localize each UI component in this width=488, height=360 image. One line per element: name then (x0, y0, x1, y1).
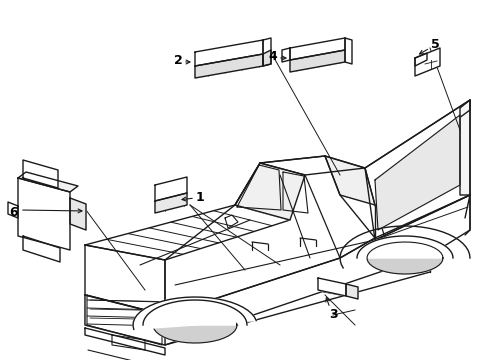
Polygon shape (18, 178, 70, 250)
Polygon shape (325, 156, 374, 205)
Polygon shape (459, 100, 469, 195)
Text: 2: 2 (173, 54, 182, 67)
Polygon shape (8, 202, 18, 218)
Text: 6: 6 (10, 206, 18, 219)
Polygon shape (133, 297, 256, 329)
Polygon shape (195, 40, 263, 66)
Polygon shape (289, 50, 345, 72)
Polygon shape (282, 48, 289, 62)
Polygon shape (195, 54, 263, 78)
Polygon shape (70, 198, 86, 230)
Text: 5: 5 (430, 37, 439, 50)
Polygon shape (23, 236, 60, 262)
Polygon shape (414, 53, 426, 66)
Polygon shape (224, 215, 238, 228)
Polygon shape (345, 38, 351, 64)
Polygon shape (153, 307, 237, 343)
Polygon shape (263, 50, 270, 66)
Polygon shape (85, 205, 289, 260)
Polygon shape (260, 156, 364, 175)
Polygon shape (85, 328, 164, 355)
Polygon shape (164, 195, 469, 345)
Polygon shape (18, 172, 78, 192)
Polygon shape (366, 242, 442, 274)
Polygon shape (85, 295, 164, 345)
Polygon shape (164, 156, 374, 315)
Polygon shape (414, 48, 439, 76)
Text: 4: 4 (268, 50, 277, 63)
Polygon shape (155, 193, 186, 213)
Polygon shape (23, 160, 58, 188)
Polygon shape (263, 38, 270, 66)
Polygon shape (235, 163, 305, 220)
Polygon shape (142, 300, 246, 325)
Polygon shape (85, 245, 164, 315)
Polygon shape (364, 100, 469, 240)
Polygon shape (317, 278, 346, 296)
Polygon shape (374, 115, 459, 230)
Polygon shape (155, 177, 186, 201)
Text: 3: 3 (328, 309, 337, 321)
Text: 1: 1 (195, 190, 204, 203)
Polygon shape (356, 236, 452, 258)
Polygon shape (289, 38, 345, 60)
Polygon shape (85, 295, 164, 345)
Polygon shape (346, 284, 357, 299)
